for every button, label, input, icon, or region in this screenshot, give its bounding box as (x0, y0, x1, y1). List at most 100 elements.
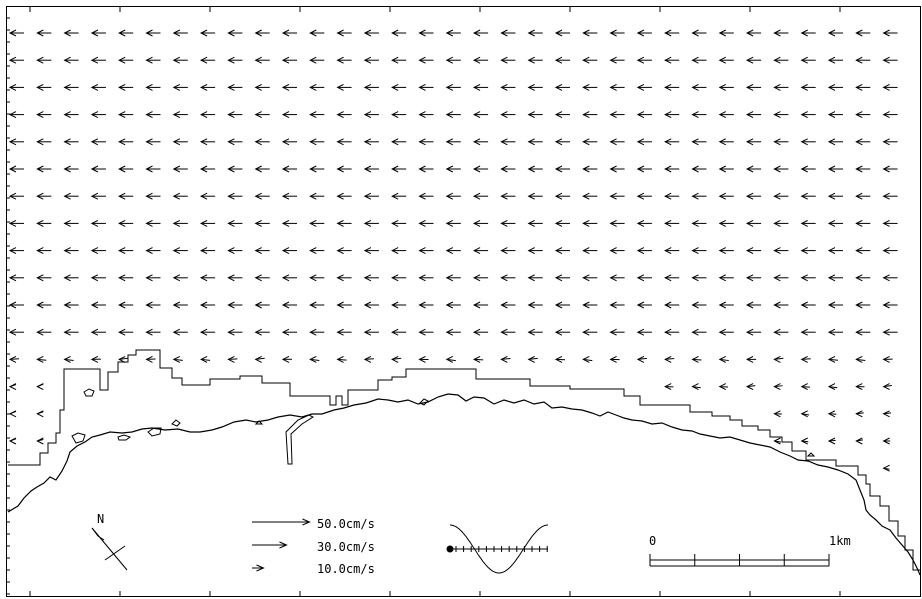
velocity-arrow (309, 192, 325, 200)
velocity-arrow (336, 165, 352, 173)
velocity-arrow (800, 83, 816, 91)
velocity-arrow (8, 437, 17, 445)
velocity-arrow (309, 83, 325, 91)
velocity-arrow (882, 29, 898, 37)
velocity-arrow (882, 83, 898, 91)
north-label: N (97, 512, 104, 526)
velocity-arrow (527, 83, 543, 91)
legend-arrow (252, 518, 311, 526)
velocity-arrow (281, 83, 297, 91)
velocity-arrow (472, 83, 489, 91)
velocity-arrow (773, 301, 789, 309)
legend-label-10: 10.0cm/s (317, 562, 375, 576)
velocity-arrow (36, 274, 52, 282)
velocity-arrow (827, 355, 839, 363)
velocity-arrow (827, 247, 843, 255)
velocity-arrow (309, 111, 325, 119)
velocity-arrow (8, 328, 24, 336)
velocity-arrow (363, 29, 379, 37)
north-arrow-crossbar (104, 545, 126, 561)
velocity-arrow (8, 56, 24, 64)
velocity-arrow (500, 138, 516, 146)
velocity-arrow (554, 301, 570, 309)
velocity-arrow (281, 56, 297, 64)
velocity-arrow (336, 83, 352, 91)
velocity-arrow (145, 192, 161, 200)
velocity-arrow (63, 165, 79, 173)
velocity-arrow (227, 111, 243, 119)
velocity-arrow (63, 247, 79, 255)
velocity-arrow (718, 383, 729, 391)
velocity-arrow (199, 29, 216, 37)
velocity-arrow (336, 355, 347, 363)
velocity-arrow (336, 29, 352, 37)
velocity-arrow (418, 165, 434, 173)
velocity-arrow (391, 165, 407, 173)
velocity-arrow (554, 355, 566, 363)
velocity-arrow (363, 274, 379, 282)
velocity-arrow (827, 219, 843, 227)
velocity-arrow (418, 355, 429, 363)
velocity-arrow (227, 219, 243, 227)
velocity-arrow (636, 83, 652, 91)
velocity-arrow (227, 328, 243, 336)
velocity-arrow (36, 29, 52, 37)
velocity-arrow (882, 383, 892, 391)
velocity-arrow (391, 83, 407, 91)
velocity-arrow (582, 219, 598, 227)
velocity-arrow (582, 301, 598, 309)
velocity-arrow (691, 83, 707, 91)
velocity-arrow (500, 355, 511, 363)
velocity-arrow (309, 219, 325, 227)
velocity-arrow (773, 355, 784, 363)
velocity-arrow (472, 328, 489, 336)
velocity-arrow (145, 301, 161, 309)
islands (71, 388, 816, 457)
velocity-arrow (90, 219, 106, 227)
velocity-arrow (254, 192, 270, 200)
velocity-arrow (472, 165, 489, 173)
velocity-arrow (554, 219, 570, 227)
velocity-arrow (363, 301, 379, 309)
velocity-arrow (500, 111, 516, 119)
velocity-arrow (745, 165, 762, 173)
velocity-arrow (691, 219, 707, 227)
velocity-arrow (391, 192, 407, 200)
velocity-arrow (254, 219, 270, 227)
velocity-arrow (745, 29, 762, 37)
velocity-arrow (800, 355, 811, 363)
velocity-arrow (391, 111, 407, 119)
velocity-arrow (664, 56, 680, 64)
velocity-arrow (391, 56, 407, 64)
velocity-arrow (472, 111, 489, 119)
velocity-arrow (172, 29, 188, 37)
velocity-arrow (773, 111, 789, 119)
velocity-arrow (554, 111, 570, 119)
velocity-arrow (36, 247, 52, 255)
velocity-arrow (445, 328, 461, 336)
velocity-arrow (118, 301, 134, 309)
velocity-arrow (391, 301, 407, 309)
velocity-arrow (582, 328, 598, 336)
velocity-arrow (500, 328, 516, 336)
velocity-arrow (281, 29, 297, 37)
velocity-arrow (800, 383, 810, 391)
north-arrow-head (91, 527, 105, 541)
velocity-arrow (554, 56, 570, 64)
velocity-arrow (63, 328, 79, 336)
velocity-arrow (63, 138, 79, 146)
velocity-arrow (554, 274, 570, 282)
velocity-arrow (636, 328, 652, 336)
velocity-arrow (664, 111, 680, 119)
tide-curve (450, 524, 548, 574)
velocity-arrow (855, 111, 871, 119)
velocity-arrow (36, 410, 44, 418)
velocity-arrow (336, 301, 352, 309)
velocity-arrow (800, 29, 816, 37)
velocity-arrow (254, 328, 270, 336)
velocity-arrow (227, 56, 243, 64)
velocity-arrow (609, 111, 625, 119)
velocity-arrow (609, 328, 625, 336)
velocity-arrow (445, 29, 461, 37)
velocity-arrow (90, 355, 101, 363)
